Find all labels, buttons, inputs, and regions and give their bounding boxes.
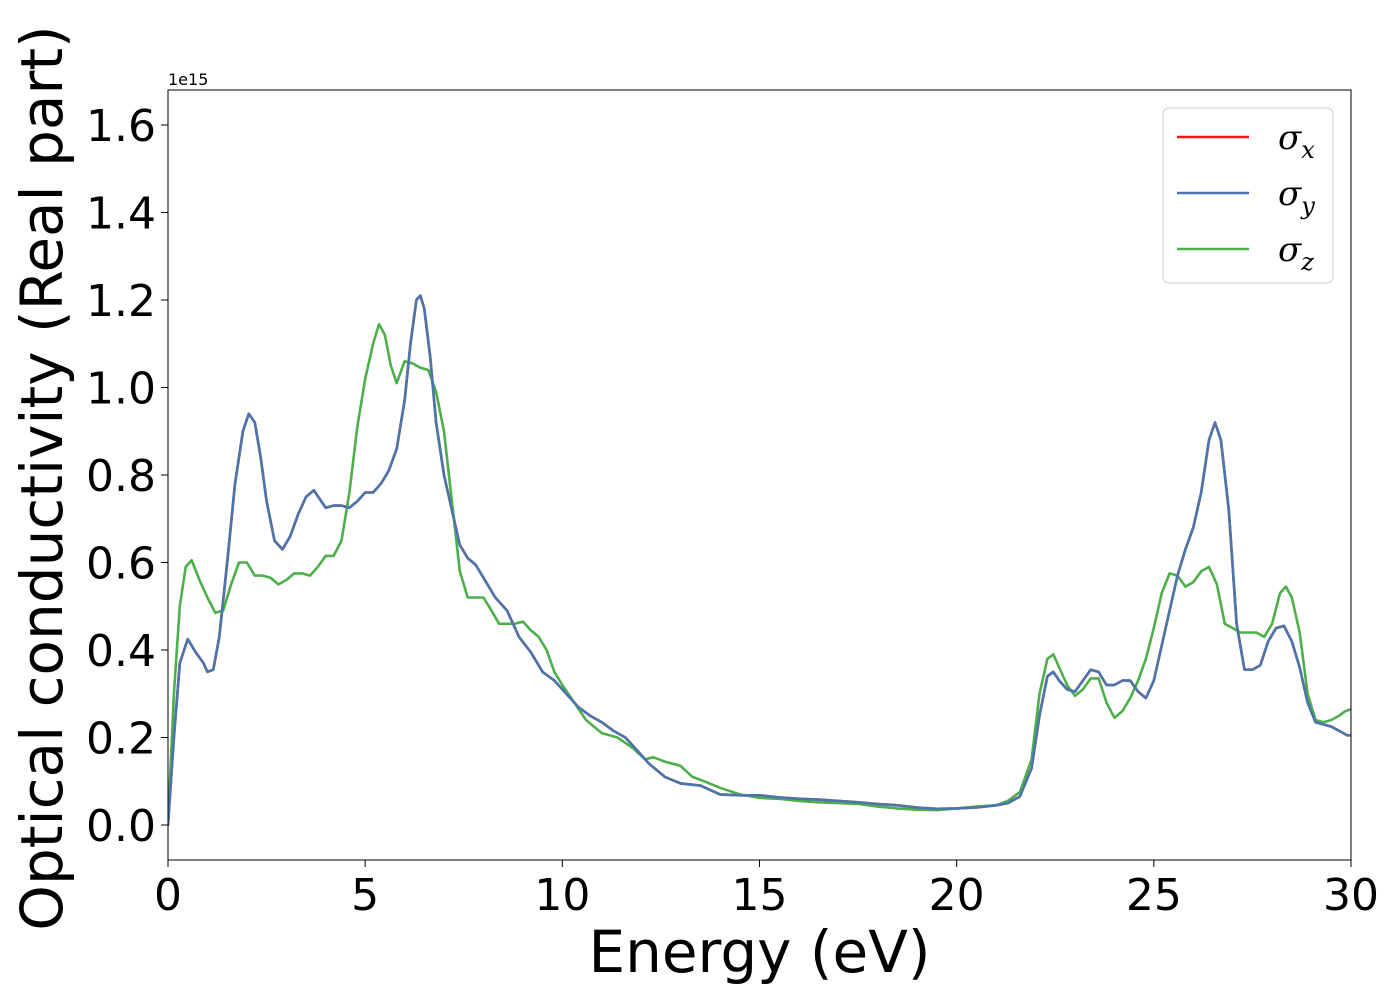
series-layer [168, 294, 1351, 827]
series-line-z [168, 322, 1351, 827]
y-axis-title: Optical conductivity (Real part) [8, 25, 76, 930]
x-tick-label: 10 [534, 870, 590, 921]
legend-subscript: z [1300, 248, 1314, 276]
y-axis: 0.0 0.2 0.4 0.6 0.8 1.0 1.2 1.4 1.6 [86, 101, 168, 852]
series-line-y [168, 294, 1351, 827]
legend-label-x: σx [1278, 118, 1315, 164]
y-tick-label: 0.2 [86, 714, 156, 765]
x-tick-label: 0 [154, 870, 182, 921]
x-tick-label: 30 [1323, 870, 1379, 921]
y-tick-label: 1.4 [86, 189, 156, 240]
x-axis: 0 5 10 15 20 25 30 [154, 860, 1379, 921]
legend-subscript: y [1300, 192, 1315, 220]
y-tick-label: 0.8 [86, 451, 156, 502]
legend-label-z: σz [1278, 230, 1314, 276]
y-tick-label: 1.6 [86, 101, 156, 152]
y-tick-label: 0.4 [86, 626, 156, 677]
x-tick-label: 5 [351, 870, 379, 921]
x-axis-title: Energy (eV) [588, 918, 930, 986]
y-tick-label: 1.2 [86, 276, 156, 327]
y-tick-label: 0.0 [86, 801, 156, 852]
x-tick-label: 20 [929, 870, 985, 921]
legend-box [1162, 107, 1334, 284]
legend-symbol: σ [1278, 174, 1302, 214]
y-offset-label: 1e15 [168, 70, 208, 89]
x-tick-label: 25 [1126, 870, 1182, 921]
x-tick-label: 15 [732, 870, 788, 921]
legend-subscript: x [1301, 136, 1315, 164]
y-tick-label: 1.0 [86, 364, 156, 415]
legend-symbol: σ [1278, 118, 1302, 158]
y-tick-label: 0.6 [86, 539, 156, 590]
legend-symbol: σ [1278, 230, 1302, 270]
legend-label-y: σy [1278, 174, 1315, 220]
